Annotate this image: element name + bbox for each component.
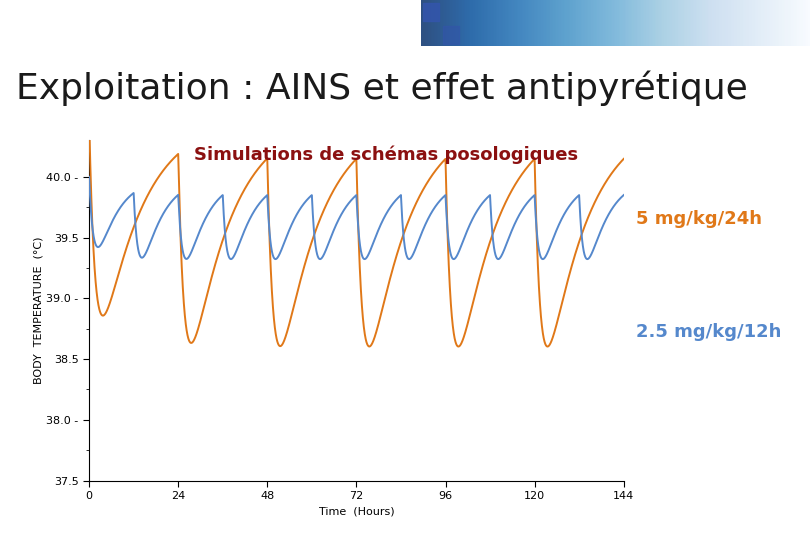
Text: -: -: [85, 445, 89, 455]
Text: -: -: [85, 323, 89, 334]
Bar: [444, 26, 459, 44]
Y-axis label: BODY  TEMPERATURE  (°C): BODY TEMPERATURE (°C): [34, 237, 44, 384]
Text: Exploitation : AINS et effet antipyrétique: Exploitation : AINS et effet antipyrétiq…: [16, 70, 748, 106]
Text: Simulations de schémas posologiques: Simulations de schémas posologiques: [194, 146, 578, 164]
Text: -: -: [85, 263, 89, 273]
X-axis label: Time  (Hours): Time (Hours): [318, 507, 394, 517]
Text: 2.5 mg/kg/12h: 2.5 mg/kg/12h: [636, 323, 781, 341]
Text: -: -: [85, 384, 89, 395]
Text: 5 mg/kg/24h: 5 mg/kg/24h: [636, 210, 762, 228]
Text: -: -: [85, 202, 89, 212]
Bar: [423, 3, 439, 21]
